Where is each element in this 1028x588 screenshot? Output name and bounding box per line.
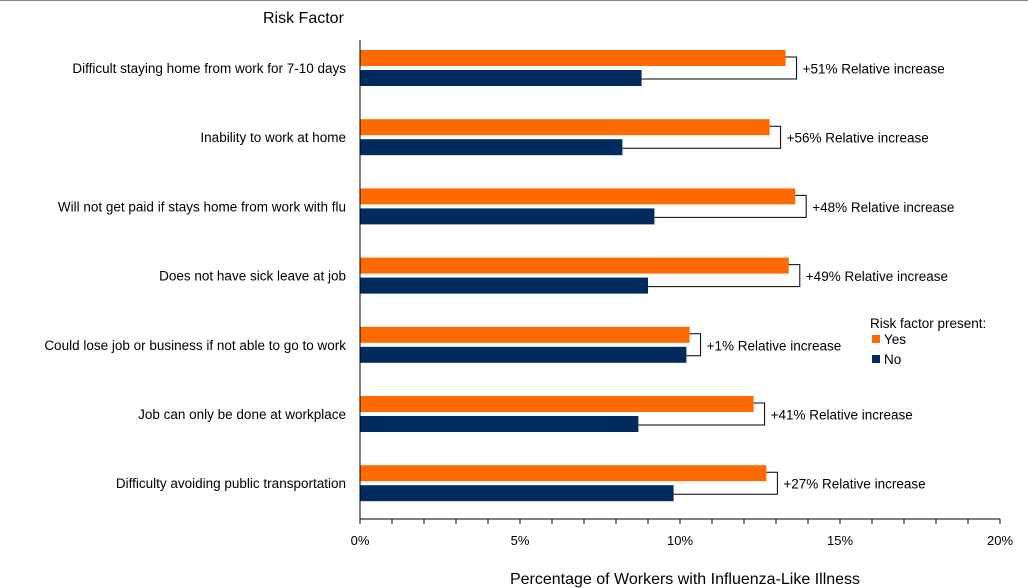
y-axis-title: Risk Factor — [263, 10, 345, 27]
category-label-5: Job can only be done at workplace — [138, 407, 346, 422]
category-label-1: Inability to work at home — [200, 130, 346, 145]
bar-yes-1 — [360, 119, 770, 136]
bar-yes-2 — [360, 188, 796, 205]
bracket-0 — [641, 56, 798, 80]
bracket-3 — [648, 264, 801, 288]
bracket-4 — [686, 333, 702, 357]
x-tick-label-1: 5% — [511, 533, 530, 548]
bar-yes-5 — [360, 396, 754, 412]
annotation-5: +41% Relative increase — [771, 408, 913, 423]
bar-yes-4 — [360, 326, 690, 343]
x-tick-label-4: 20% — [987, 533, 1013, 548]
bracket-6 — [673, 471, 778, 495]
legend-title: Risk factor present: — [870, 316, 986, 331]
x-tick-label-3: 15% — [827, 533, 853, 548]
bar-no-0 — [360, 70, 642, 86]
category-label-0: Difficult staying home from work for 7-1… — [72, 61, 346, 76]
category-label-6: Difficulty avoiding public transportatio… — [116, 476, 346, 491]
legend-swatch-no — [872, 355, 880, 363]
bar-no-3 — [360, 277, 648, 294]
annotation-6: +27% Relative increase — [783, 477, 925, 492]
bar-no-1 — [360, 139, 623, 156]
legend-label-yes: Yes — [884, 332, 906, 347]
bar-no-5 — [360, 416, 639, 432]
legend-swatch-yes — [872, 335, 880, 343]
bar-no-4 — [360, 346, 687, 363]
bracket-5 — [638, 402, 766, 426]
category-label-2: Will not get paid if stays home from wor… — [58, 199, 346, 214]
category-label-4: Could lose job or business if not able t… — [44, 338, 346, 353]
annotation-1: +56% Relative increase — [787, 131, 929, 146]
annotation-3: +49% Relative increase — [806, 269, 948, 284]
x-tick-label-2: 10% — [667, 533, 693, 548]
x-tick-label-0: 0% — [351, 533, 370, 548]
bracket-1 — [622, 125, 782, 149]
x-axis-title: Percentage of Workers with Influenza-Lik… — [510, 571, 860, 588]
bracket-2 — [654, 194, 807, 218]
bar-yes-6 — [360, 465, 767, 482]
annotation-4: +1% Relative increase — [707, 338, 842, 353]
category-label-3: Does not have sick leave at job — [159, 269, 346, 284]
bar-no-6 — [360, 485, 674, 502]
bar-yes-0 — [360, 50, 786, 66]
legend-label-no: No — [884, 352, 901, 367]
annotation-0: +51% Relative increase — [803, 62, 945, 77]
bar-no-2 — [360, 208, 655, 225]
bar-yes-3 — [360, 257, 789, 274]
annotation-2: +48% Relative increase — [812, 200, 954, 215]
